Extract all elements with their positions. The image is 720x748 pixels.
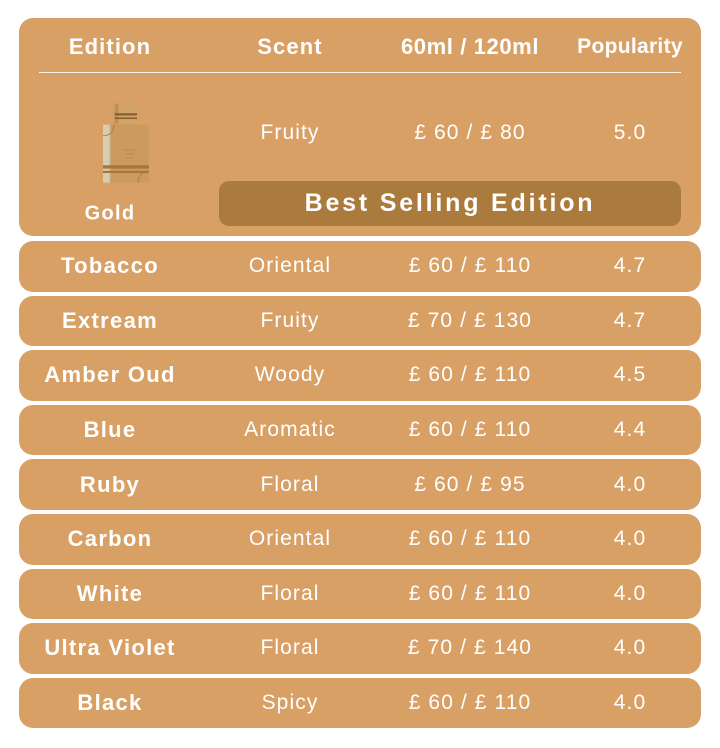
svg-text:AMBER: AMBER bbox=[125, 152, 134, 156]
svg-text:SOMETHING: SOMETHING bbox=[122, 148, 137, 152]
svg-text:OUD: OUD bbox=[127, 156, 133, 160]
